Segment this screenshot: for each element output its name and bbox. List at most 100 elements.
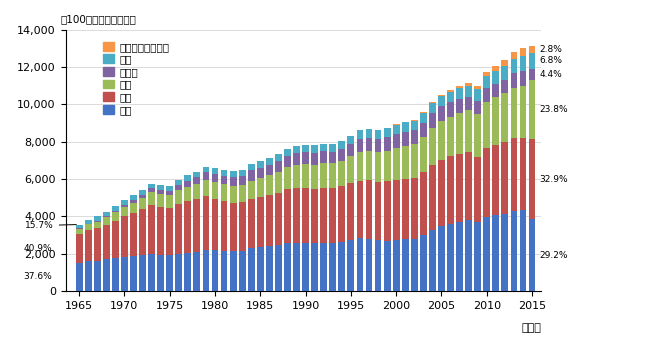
Bar: [203, 180, 209, 196]
Bar: [103, 216, 110, 217]
Bar: [493, 66, 499, 71]
Bar: [348, 136, 354, 144]
Bar: [121, 216, 128, 257]
Bar: [185, 253, 191, 291]
Bar: [275, 161, 282, 172]
Bar: [212, 250, 218, 291]
Bar: [484, 101, 490, 148]
Bar: [393, 180, 400, 240]
Bar: [248, 199, 255, 248]
Bar: [257, 161, 264, 168]
Bar: [203, 250, 209, 291]
Bar: [121, 205, 128, 207]
Bar: [384, 181, 391, 241]
Bar: [302, 164, 309, 187]
Bar: [519, 138, 526, 211]
Bar: [112, 206, 119, 211]
Bar: [510, 138, 517, 212]
Bar: [275, 245, 282, 291]
Bar: [284, 156, 291, 168]
Bar: [528, 53, 536, 69]
Bar: [239, 170, 246, 176]
Bar: [519, 86, 526, 138]
Bar: [194, 252, 200, 291]
Bar: [293, 153, 300, 165]
Bar: [474, 222, 481, 291]
Bar: [176, 180, 182, 185]
Bar: [176, 204, 182, 254]
Bar: [365, 239, 372, 291]
Bar: [275, 193, 282, 245]
Bar: [420, 122, 427, 137]
Bar: [239, 185, 246, 203]
Bar: [103, 217, 110, 225]
Bar: [465, 220, 472, 291]
Bar: [474, 157, 481, 222]
Bar: [339, 186, 345, 242]
Text: 23.8%: 23.8%: [540, 105, 568, 114]
Bar: [493, 215, 499, 291]
Bar: [357, 130, 363, 139]
Bar: [528, 139, 536, 219]
Bar: [148, 254, 155, 291]
Bar: [493, 97, 499, 145]
Bar: [420, 172, 427, 235]
Bar: [311, 165, 318, 189]
Bar: [339, 149, 345, 161]
Bar: [148, 205, 155, 254]
Bar: [84, 230, 92, 261]
Bar: [447, 90, 454, 92]
Bar: [203, 166, 209, 172]
Bar: [194, 184, 200, 199]
Bar: [402, 146, 409, 179]
Bar: [510, 52, 517, 59]
Bar: [502, 214, 508, 291]
Bar: [374, 139, 382, 152]
Bar: [257, 168, 264, 178]
Bar: [311, 145, 318, 153]
Text: 29.2%: 29.2%: [540, 251, 568, 260]
Bar: [339, 161, 345, 186]
Bar: [438, 160, 445, 226]
Bar: [357, 139, 363, 152]
Bar: [257, 197, 264, 247]
Bar: [266, 175, 273, 195]
Bar: [429, 103, 436, 113]
Bar: [456, 153, 463, 222]
Bar: [130, 213, 137, 256]
Bar: [357, 181, 363, 238]
Bar: [311, 243, 318, 291]
Bar: [239, 176, 246, 185]
Bar: [212, 174, 218, 182]
Bar: [528, 46, 536, 53]
Bar: [220, 251, 228, 291]
Bar: [456, 86, 463, 88]
Bar: [185, 186, 191, 201]
Bar: [510, 212, 517, 291]
Text: （100万石油換算トン）: （100万石油換算トン）: [60, 14, 136, 24]
Bar: [420, 113, 427, 122]
Text: 37.6%: 37.6%: [23, 272, 52, 281]
Bar: [330, 243, 336, 291]
Bar: [384, 151, 391, 181]
Bar: [75, 229, 83, 234]
Bar: [94, 222, 101, 228]
Text: 32.9%: 32.9%: [540, 174, 568, 184]
Bar: [157, 185, 164, 190]
Bar: [320, 151, 327, 163]
Bar: [484, 72, 490, 76]
Bar: [112, 221, 119, 258]
Bar: [493, 84, 499, 97]
Bar: [84, 220, 92, 224]
Bar: [528, 219, 536, 291]
Bar: [348, 144, 354, 157]
Bar: [239, 251, 246, 291]
Bar: [75, 228, 83, 229]
Bar: [239, 203, 246, 251]
Bar: [402, 239, 409, 291]
Bar: [357, 152, 363, 181]
Bar: [166, 195, 173, 208]
Bar: [393, 240, 400, 291]
Bar: [311, 153, 318, 165]
Bar: [302, 187, 309, 243]
